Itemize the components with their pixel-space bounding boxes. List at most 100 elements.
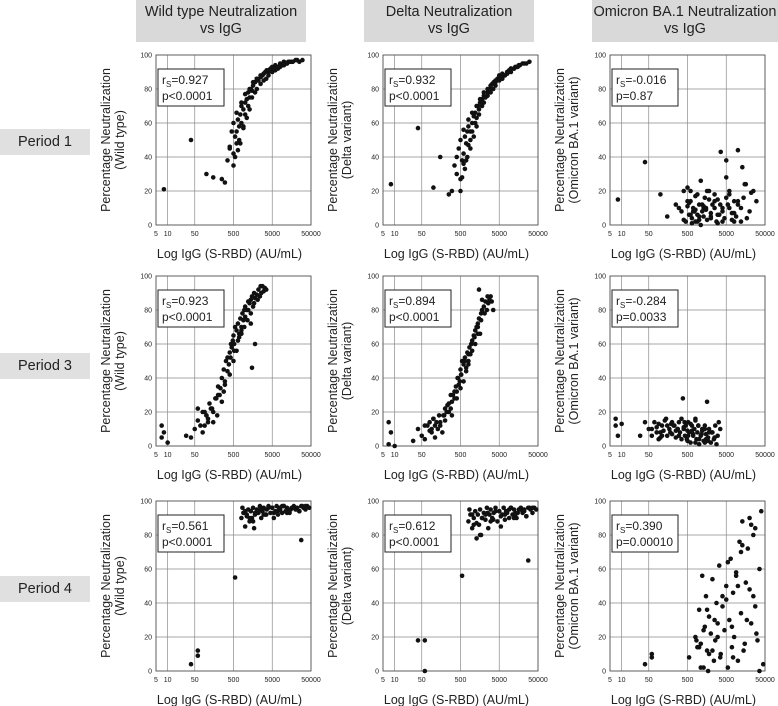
- y-tick-label: 100: [594, 53, 606, 60]
- data-point: [723, 195, 729, 201]
- data-point: [751, 532, 756, 538]
- data-point: [715, 212, 720, 218]
- x-tick-label: 5000: [264, 231, 280, 238]
- data-point: [517, 507, 523, 512]
- data-point: [710, 648, 715, 653]
- data-point: [242, 324, 247, 330]
- spearman-r-value: =0.932: [398, 73, 435, 87]
- y-tick-label: 20: [598, 635, 606, 642]
- data-point: [219, 176, 225, 182]
- data-point: [388, 430, 394, 435]
- spearman-r-text: rS=0.923: [162, 294, 209, 310]
- data-point: [488, 507, 493, 512]
- data-point: [475, 324, 481, 330]
- data-point: [474, 124, 479, 129]
- y-tick-label: 20: [144, 189, 152, 196]
- y-tick-label: 60: [144, 567, 152, 574]
- data-point: [467, 345, 472, 350]
- data-point: [488, 83, 493, 88]
- data-point: [388, 181, 394, 187]
- data-point: [672, 423, 677, 428]
- data-point: [221, 389, 227, 394]
- data-point: [730, 590, 736, 596]
- spearman-r-subscript: S: [166, 80, 171, 89]
- data-point: [517, 62, 523, 68]
- data-point: [242, 508, 248, 514]
- data-point: [701, 214, 706, 219]
- data-point: [268, 510, 273, 516]
- data-point: [210, 419, 216, 425]
- data-point: [696, 644, 702, 650]
- y-tick-label: 60: [371, 567, 379, 574]
- data-point: [693, 418, 698, 423]
- x-tick-label: 10: [164, 231, 172, 238]
- data-point: [738, 549, 744, 555]
- data-point: [676, 419, 682, 425]
- x-tick-label: 500: [682, 677, 694, 684]
- data-point: [496, 508, 502, 514]
- x-tick-label: 50000: [755, 231, 775, 238]
- spearman-r-symbol: r: [616, 519, 620, 533]
- data-point: [508, 505, 514, 511]
- data-point: [615, 433, 621, 439]
- y-axis-title-line2: (Delta variant): [340, 101, 354, 180]
- data-point: [235, 321, 241, 326]
- data-point: [757, 566, 762, 572]
- x-tick-label: 50: [191, 231, 199, 238]
- y-tick-label: 40: [598, 155, 606, 162]
- data-point: [200, 430, 205, 435]
- data-point: [474, 115, 479, 121]
- data-point: [229, 129, 235, 134]
- x-tick-label: 10: [618, 452, 626, 459]
- data-point: [754, 198, 759, 204]
- data-point: [669, 419, 675, 425]
- column-header-line2: vs IgG: [428, 21, 470, 37]
- data-point: [731, 210, 737, 216]
- y-axis-title: Percentage Neutralization(Omicron BA.1 v…: [553, 289, 581, 433]
- data-point: [720, 593, 725, 599]
- data-point: [306, 505, 312, 511]
- data-point: [652, 419, 657, 425]
- data-point: [503, 510, 509, 516]
- x-axis-title: Log IgG (S-RBD) (AU/mL): [157, 247, 302, 261]
- data-point: [699, 573, 705, 579]
- data-point: [286, 508, 291, 514]
- data-point: [698, 222, 704, 228]
- data-point: [715, 621, 720, 626]
- data-point: [668, 430, 673, 435]
- data-point: [205, 419, 211, 425]
- data-point: [227, 350, 233, 355]
- data-point: [240, 505, 245, 511]
- y-tick-label: 100: [140, 274, 152, 281]
- x-tick-label: 50: [418, 452, 426, 459]
- data-point: [664, 433, 670, 439]
- data-point: [751, 593, 756, 599]
- data-point: [709, 430, 714, 435]
- data-point: [250, 519, 256, 524]
- data-point: [461, 161, 466, 167]
- data-point: [269, 505, 275, 511]
- y-tick-label: 80: [598, 308, 606, 315]
- row-label-period-1: Period 1: [0, 129, 90, 155]
- y-tick-label: 80: [144, 308, 152, 315]
- data-point: [742, 181, 748, 187]
- plot-frame: [609, 275, 766, 447]
- data-point: [654, 425, 659, 430]
- data-point: [239, 331, 244, 337]
- data-point: [498, 524, 504, 529]
- plot-frame: [382, 275, 539, 447]
- data-point: [251, 525, 257, 531]
- data-point: [165, 440, 170, 445]
- data-point: [681, 188, 687, 194]
- y-axis-title-line1: Percentage Neutralization: [553, 514, 567, 658]
- x-tick-label: 50000: [755, 677, 775, 684]
- data-point: [475, 512, 481, 517]
- data-point: [706, 614, 712, 619]
- data-point: [238, 141, 243, 146]
- y-tick-label: 100: [367, 53, 379, 60]
- data-point: [231, 333, 236, 338]
- data-point: [706, 651, 712, 657]
- data-point: [685, 185, 690, 190]
- data-point: [247, 86, 252, 92]
- data-point: [730, 655, 736, 660]
